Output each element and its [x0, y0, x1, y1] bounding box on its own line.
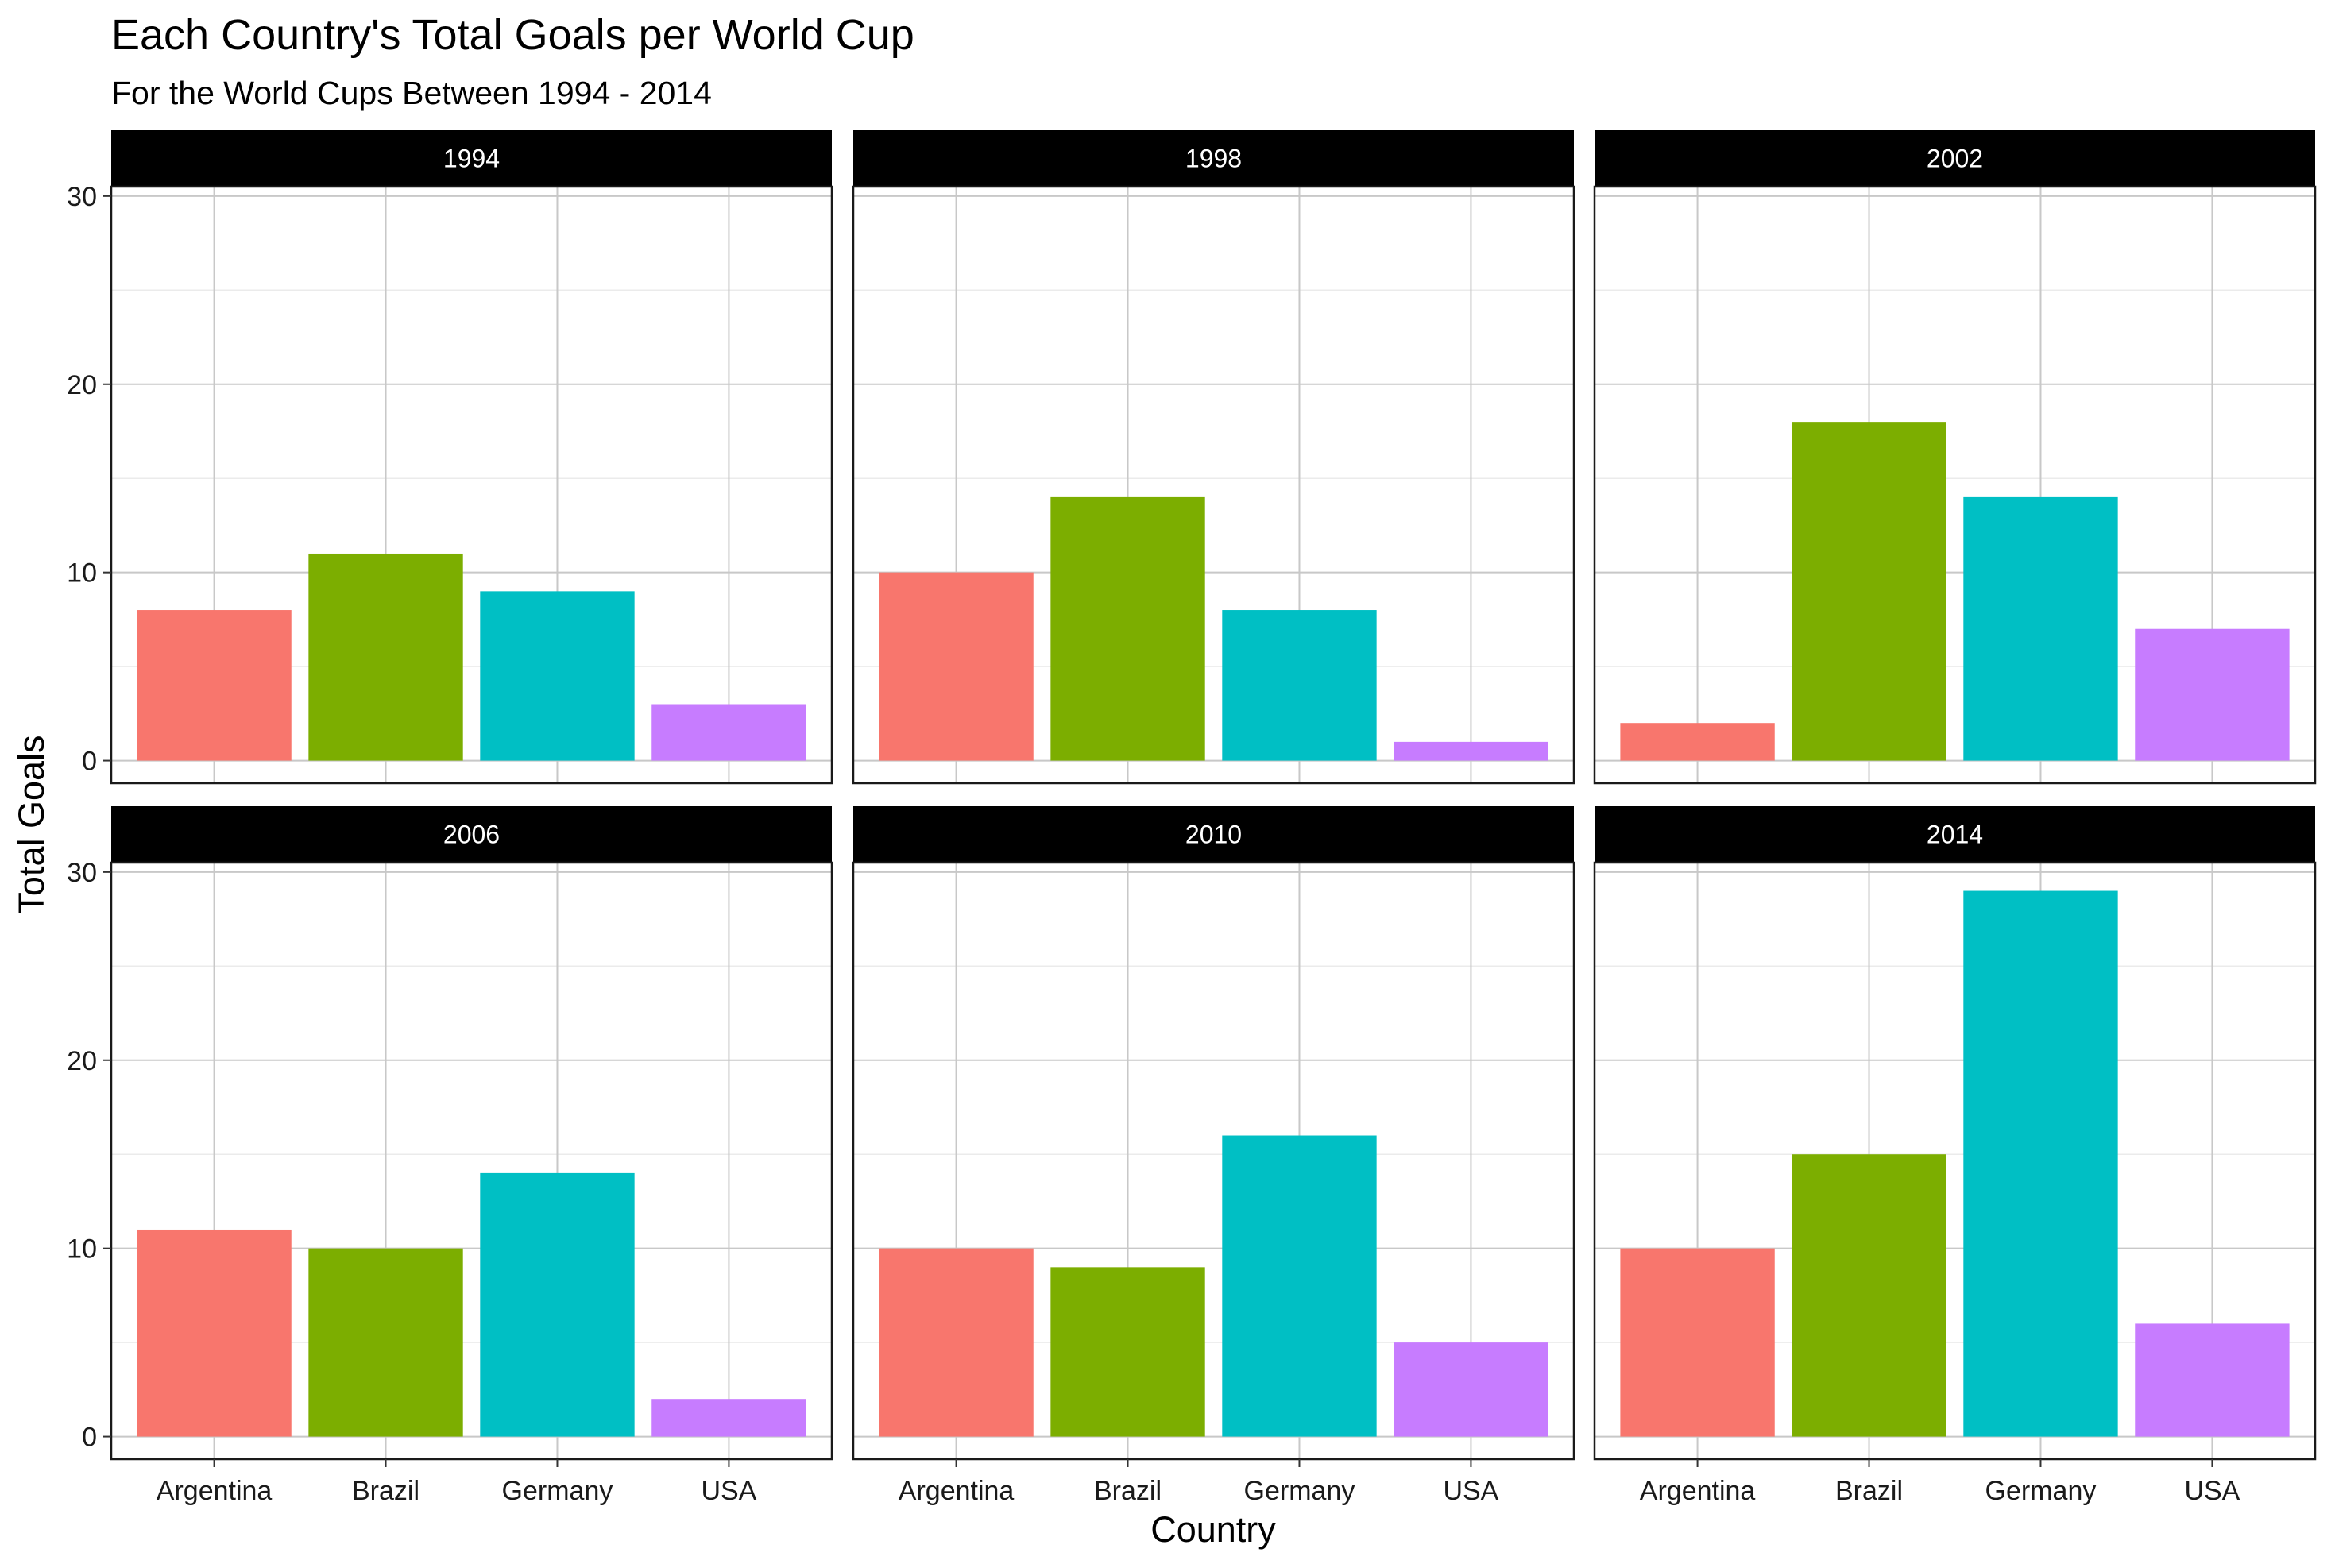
- chart-title: Each Country's Total Goals per World Cup: [111, 11, 914, 59]
- bar-2002-usa: [2135, 628, 2290, 761]
- panel-border: [1593, 185, 2317, 785]
- facet-panel-2006: 2006 0 10 20 30 Argentina Brazil Germany USA: [67, 806, 833, 1506]
- bar-2006-brazil: [308, 1248, 463, 1437]
- chart-subtitle: For the World Cups Between 1994 - 2014: [111, 75, 712, 111]
- y-axis-title: Total Goals: [11, 735, 52, 913]
- bar-2006-germany: [480, 1172, 635, 1437]
- facet-strip-label: 2014: [1927, 821, 1983, 849]
- facet-panel-1994: 1994 0 10 20 30: [67, 130, 833, 785]
- bar-2010-usa: [1394, 1342, 1548, 1437]
- facet-panel-2014: 2014 Argentina Brazil Germany USA: [1593, 806, 2317, 1506]
- bar-2014-germany: [1963, 890, 2118, 1437]
- y-tick-label: 0: [82, 1423, 97, 1453]
- facet-strip-label: 2002: [1927, 145, 1983, 173]
- facet-panel-2002: 2002: [1593, 130, 2317, 785]
- facet-strip: [853, 806, 1574, 863]
- bar-2010-germany: [1222, 1135, 1377, 1437]
- facet-strip: [1595, 130, 2315, 187]
- bar-2014-brazil: [1792, 1154, 1946, 1437]
- bar-2002-argentina: [1620, 723, 1775, 761]
- y-tick-label: 10: [67, 1234, 97, 1265]
- panel-border: [110, 185, 833, 785]
- facet-strip: [853, 130, 1574, 187]
- y-tick-label: 20: [67, 1046, 97, 1076]
- x-tick-label: USA: [2184, 1476, 2240, 1506]
- x-tick-label: Germany: [1244, 1476, 1355, 1506]
- facet-panels: 1994 0 10 20 30 1998 2002 2006 0 10 20 30 Argentina B…: [67, 130, 2317, 1506]
- bar-2006-usa: [651, 1399, 806, 1437]
- panel-border: [852, 185, 1575, 785]
- x-axis-title: Country: [1150, 1509, 1276, 1550]
- y-tick-label: 30: [67, 182, 97, 212]
- facet-panel-1998: 1998: [852, 130, 1575, 785]
- bar-1994-argentina: [137, 610, 292, 761]
- x-tick-label: Argentina: [1640, 1476, 1756, 1506]
- bar-1998-usa: [1394, 741, 1548, 761]
- bar-1998-germany: [1222, 610, 1377, 761]
- facet-strip-label: 1994: [443, 145, 500, 173]
- facet-strip: [111, 806, 832, 863]
- panel-border: [852, 861, 1575, 1461]
- panel-border: [110, 861, 833, 1461]
- bar-2010-argentina: [879, 1248, 1034, 1437]
- bar-1994-germany: [480, 591, 635, 761]
- bar-2014-usa: [2135, 1323, 2290, 1437]
- y-tick-label: 30: [67, 858, 97, 888]
- x-tick-label: Argentina: [899, 1476, 1015, 1506]
- bar-2006-argentina: [137, 1229, 292, 1437]
- y-tick-label: 10: [67, 558, 97, 589]
- facet-strip: [1595, 806, 2315, 863]
- y-tick-label: 20: [67, 370, 97, 400]
- x-tick-label: USA: [1443, 1476, 1498, 1506]
- bar-1994-brazil: [308, 553, 463, 761]
- facet-strip-label: 2010: [1185, 821, 1242, 849]
- x-tick-label: USA: [701, 1476, 756, 1506]
- bar-2010-brazil: [1050, 1267, 1205, 1437]
- panel-border: [1593, 861, 2317, 1461]
- bar-1994-usa: [651, 704, 806, 761]
- bar-2002-brazil: [1792, 422, 1946, 761]
- facet-panel-2010: 2010 Argentina Brazil Germany USA: [852, 806, 1575, 1506]
- facet-strip-label: 1998: [1185, 145, 1242, 173]
- x-tick-label: Germany: [502, 1476, 613, 1506]
- x-tick-label: Brazil: [1835, 1476, 1903, 1506]
- x-tick-label: Brazil: [352, 1476, 419, 1506]
- y-tick-label: 0: [82, 747, 97, 777]
- x-tick-label: Germany: [1985, 1476, 2097, 1506]
- x-tick-label: Argentina: [157, 1476, 273, 1506]
- bar-1998-brazil: [1050, 496, 1205, 761]
- bar-1998-argentina: [879, 572, 1034, 761]
- x-tick-label: Brazil: [1094, 1476, 1162, 1506]
- facet-strip: [111, 130, 832, 187]
- bar-2002-germany: [1963, 496, 2118, 761]
- bar-2014-argentina: [1620, 1248, 1775, 1437]
- facet-strip-label: 2006: [443, 821, 500, 849]
